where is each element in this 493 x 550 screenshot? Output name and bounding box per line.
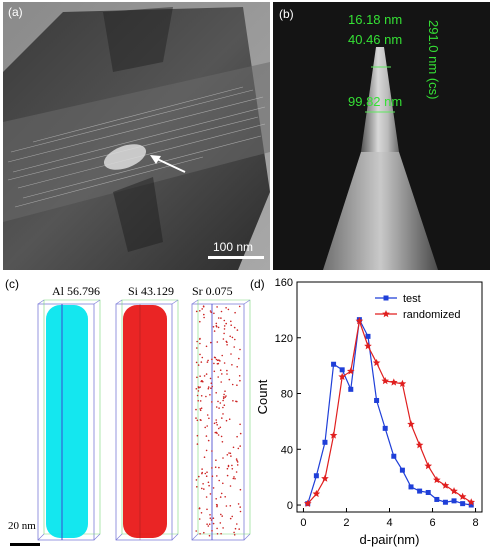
y-axis-label: Count — [255, 379, 270, 414]
legend-marker-test — [383, 295, 389, 301]
x-tick-label: 6 — [429, 517, 435, 529]
scale-bar-c-label: 20 nm — [8, 520, 36, 532]
dim-label-3: 99.82 nm — [348, 94, 403, 109]
data-point-test — [339, 367, 345, 373]
tem-micrograph — [3, 2, 270, 270]
y-tick-label: 160 — [275, 277, 293, 289]
apt-reconstruction-panel: (c) Al 56.796 Si 43.129 Sr 0.075 — [0, 272, 262, 550]
data-point-randomized — [329, 431, 338, 439]
data-point-randomized — [381, 376, 389, 385]
data-point-test — [434, 496, 440, 502]
dim-label-2: 40.46 nm — [348, 32, 403, 47]
data-point-randomized — [390, 378, 398, 386]
apt-map-si — [115, 299, 179, 541]
data-point-test — [417, 488, 423, 494]
data-point-randomized — [407, 420, 415, 428]
x-tick-label: 8 — [472, 517, 478, 529]
data-point-randomized — [467, 498, 476, 506]
data-point-test — [451, 498, 457, 504]
y-tick-label: 0 — [287, 500, 293, 512]
series-line-randomized — [307, 320, 472, 504]
data-point-randomized — [433, 475, 441, 484]
data-point-test — [468, 502, 474, 508]
x-tick-label: 2 — [343, 517, 349, 529]
dpair-chart-panel: (d) 0 2 4 6 8 0 40 80 120 160 d-pair(nm) Count test r… — [245, 272, 493, 550]
legend-label-test: test — [403, 293, 421, 305]
element-label-al: Al 56.796 — [52, 284, 100, 298]
scale-bar-a — [208, 256, 264, 259]
data-point-test — [365, 333, 371, 339]
data-point-test — [391, 453, 397, 459]
panel-b-label: (b) — [279, 7, 294, 21]
panel-d-label: (d) — [250, 277, 265, 291]
apt-maps — [10, 299, 251, 546]
apt-map-sr — [191, 299, 251, 541]
y-tick-label: 120 — [275, 333, 293, 345]
data-point-randomized — [372, 358, 381, 367]
data-point-test — [331, 361, 337, 367]
data-point-randomized — [458, 492, 467, 500]
panel-c-label: (c) — [5, 277, 19, 291]
data-point-test — [382, 425, 388, 431]
data-point-randomized — [355, 317, 364, 325]
apt-map-al — [37, 299, 101, 541]
data-point-randomized — [398, 379, 407, 387]
data-point-test — [442, 499, 448, 505]
scale-bar-a-label: 100 nm — [213, 240, 254, 254]
data-point-test — [374, 397, 380, 403]
sem-tip-panel: (b) 16.18 nm 40.46 nm 99.82 nm 291.0 nm … — [273, 2, 490, 270]
dpair-chart: 0 2 4 6 804080120160d-pair(nm)Counttestrando… — [255, 277, 483, 547]
data-point-randomized — [415, 441, 424, 449]
y-tick-label: 40 — [281, 444, 293, 456]
data-point-randomized — [364, 342, 372, 350]
dim-vertical-label: 291.0 nm (cs) — [426, 20, 441, 100]
data-point-randomized — [338, 372, 346, 381]
sem-tip-image — [273, 2, 490, 270]
data-point-randomized — [321, 474, 329, 482]
data-point-randomized — [441, 481, 450, 489]
data-point-test — [348, 386, 354, 392]
x-tick-label: 0 — [300, 517, 306, 529]
dim-label-1: 16.18 nm — [348, 12, 403, 27]
legend-label-randomized: randomized — [403, 309, 460, 321]
x-tick-label: 4 — [386, 517, 392, 529]
data-point-randomized — [312, 489, 321, 498]
data-point-test — [460, 501, 466, 507]
data-point-randomized — [450, 487, 458, 495]
y-tick-label: 80 — [281, 389, 293, 401]
element-label-si: Si 43.129 — [128, 284, 175, 298]
data-point-test — [322, 439, 328, 445]
panel-a-label: (a) — [8, 5, 23, 19]
element-label-sr: Sr 0.075 — [192, 284, 233, 298]
data-point-randomized — [303, 499, 312, 507]
data-point-test — [399, 467, 405, 473]
data-point-test — [425, 489, 431, 495]
x-axis-label: d-pair(nm) — [360, 532, 420, 547]
series-line-test — [307, 317, 472, 506]
data-point-randomized — [346, 367, 355, 375]
scale-bar-c — [10, 543, 40, 546]
legend-marker-randomized — [382, 310, 390, 318]
data-point-test — [408, 484, 414, 490]
tem-image-panel: (a) 100 nm — [3, 2, 270, 270]
data-point-test — [313, 473, 319, 479]
arrow-icon — [154, 157, 186, 173]
data-point-randomized — [424, 462, 433, 470]
